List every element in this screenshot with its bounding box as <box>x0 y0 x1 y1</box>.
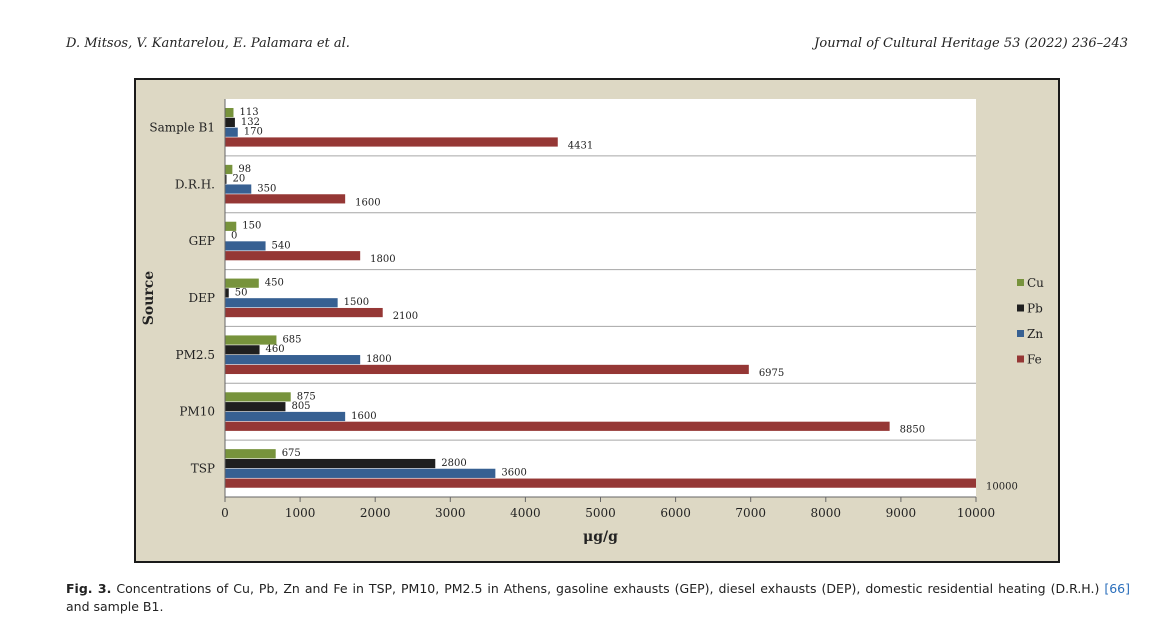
data-label-pb: 0 <box>231 231 237 242</box>
x-tick-label: 5000 <box>585 506 616 520</box>
data-label-zn: 1800 <box>366 354 391 365</box>
legend-swatch-cu <box>1017 279 1024 286</box>
caption-text: Concentrations of Cu, Pb, Zn and Fe in T… <box>111 581 1105 596</box>
bar-fe <box>225 307 383 318</box>
running-head-journal: Journal of Cultural Heritage 53 (2022) 2… <box>814 36 1128 51</box>
y-axis-title: Source <box>141 271 157 326</box>
category-label: GEP <box>189 234 215 248</box>
data-label-fe: 1800 <box>370 254 395 265</box>
x-tick-label: 4000 <box>510 506 541 520</box>
legend-swatch-pb <box>1017 304 1024 312</box>
x-tick-label: 8000 <box>811 506 842 520</box>
bar-cu <box>225 449 276 459</box>
bar-pb <box>225 117 235 127</box>
x-tick-label: 6000 <box>660 506 691 520</box>
data-label-fe: 6975 <box>759 368 784 379</box>
data-label-cu: 875 <box>297 391 316 402</box>
bar-fe <box>225 364 749 375</box>
legend-label-zn: Zn <box>1027 327 1043 341</box>
bar-pb <box>225 402 286 412</box>
data-label-fe: 1600 <box>355 197 380 208</box>
x-tick-label: 10000 <box>957 506 995 520</box>
caption-text-end: and sample B1. <box>66 599 164 614</box>
figure-caption: Fig. 3. Concentrations of Cu, Pb, Zn and… <box>66 580 1130 616</box>
legend-label-fe: Fe <box>1027 353 1042 367</box>
data-label-zn: 1600 <box>351 411 376 422</box>
x-tick-label: 0 <box>221 506 229 520</box>
bar-fe <box>225 251 361 261</box>
bar-zn <box>225 127 238 137</box>
data-label-pb: 805 <box>291 401 310 412</box>
category-label: Sample B1 <box>149 120 215 134</box>
data-label-cu: 150 <box>242 221 261 232</box>
data-label-zn: 540 <box>272 240 291 251</box>
bar-zn <box>225 298 338 308</box>
bar-pb <box>225 288 229 298</box>
category-label: DEP <box>189 291 215 305</box>
data-label-zn: 350 <box>257 183 276 194</box>
caption-label: Fig. 3. <box>66 581 112 596</box>
data-label-zn: 1500 <box>344 297 369 308</box>
bar-fe <box>225 421 890 431</box>
data-label-zn: 170 <box>244 127 263 138</box>
data-label-cu: 98 <box>238 164 251 175</box>
x-tick-label: 1000 <box>285 506 316 520</box>
bar-cu <box>225 278 259 288</box>
bar-pb <box>225 174 227 184</box>
x-tick-label: 9000 <box>886 506 917 520</box>
bar-fe <box>225 194 346 204</box>
data-label-cu: 685 <box>282 334 301 345</box>
x-tick-label: 2000 <box>360 506 391 520</box>
bar-pb <box>225 345 260 355</box>
bar-fe <box>225 478 976 488</box>
bar-cu <box>225 335 277 345</box>
data-label-pb: 20 <box>233 174 246 185</box>
bar-zn <box>225 355 361 365</box>
category-label: PM2.5 <box>176 348 215 362</box>
data-label-fe: 4431 <box>568 140 593 151</box>
figure-frame: Sample B1 113 132 170 4431 D.R.H. 98 20 350 1600 G… <box>134 78 1060 563</box>
x-axis-title: μg/g <box>583 529 618 545</box>
data-label-fe: 8850 <box>900 425 925 436</box>
bar-zn <box>225 241 266 251</box>
data-label-cu: 675 <box>282 448 301 459</box>
data-label-pb: 460 <box>266 344 285 355</box>
bar-pb <box>225 458 436 469</box>
data-label-pb: 50 <box>235 287 248 298</box>
bar-zn <box>225 184 252 194</box>
category-label: D.R.H. <box>175 177 215 191</box>
category-label: TSP <box>191 462 215 476</box>
data-label-pb: 132 <box>241 117 260 128</box>
legend-label-pb: Pb <box>1027 302 1043 316</box>
bar-zn <box>225 468 496 478</box>
caption-reference-link[interactable]: [66] <box>1104 581 1130 596</box>
x-tick-label: 3000 <box>435 506 466 520</box>
bar-zn <box>225 411 346 422</box>
bar-cu <box>225 164 233 175</box>
category-label: PM10 <box>179 405 215 419</box>
running-head-authors: D. Mitsos, V. Kantarelou, E. Palamara et… <box>66 36 350 51</box>
data-label-pb: 2800 <box>441 458 466 469</box>
bar-cu <box>225 392 291 402</box>
legend-swatch-fe <box>1017 355 1024 363</box>
data-label-cu: 450 <box>265 278 284 289</box>
legend-label-cu: Cu <box>1027 276 1044 290</box>
data-label-zn: 3600 <box>501 468 526 479</box>
plot-area <box>225 99 976 497</box>
data-label-fe: 2100 <box>393 311 418 322</box>
bar-fe <box>225 137 558 147</box>
x-tick-label: 7000 <box>735 506 766 520</box>
bar-cu <box>225 221 237 231</box>
data-label-fe: 10000 <box>986 482 1018 493</box>
legend-swatch-zn <box>1017 330 1024 337</box>
bar-cu <box>225 108 234 118</box>
data-label-cu: 113 <box>239 107 258 118</box>
